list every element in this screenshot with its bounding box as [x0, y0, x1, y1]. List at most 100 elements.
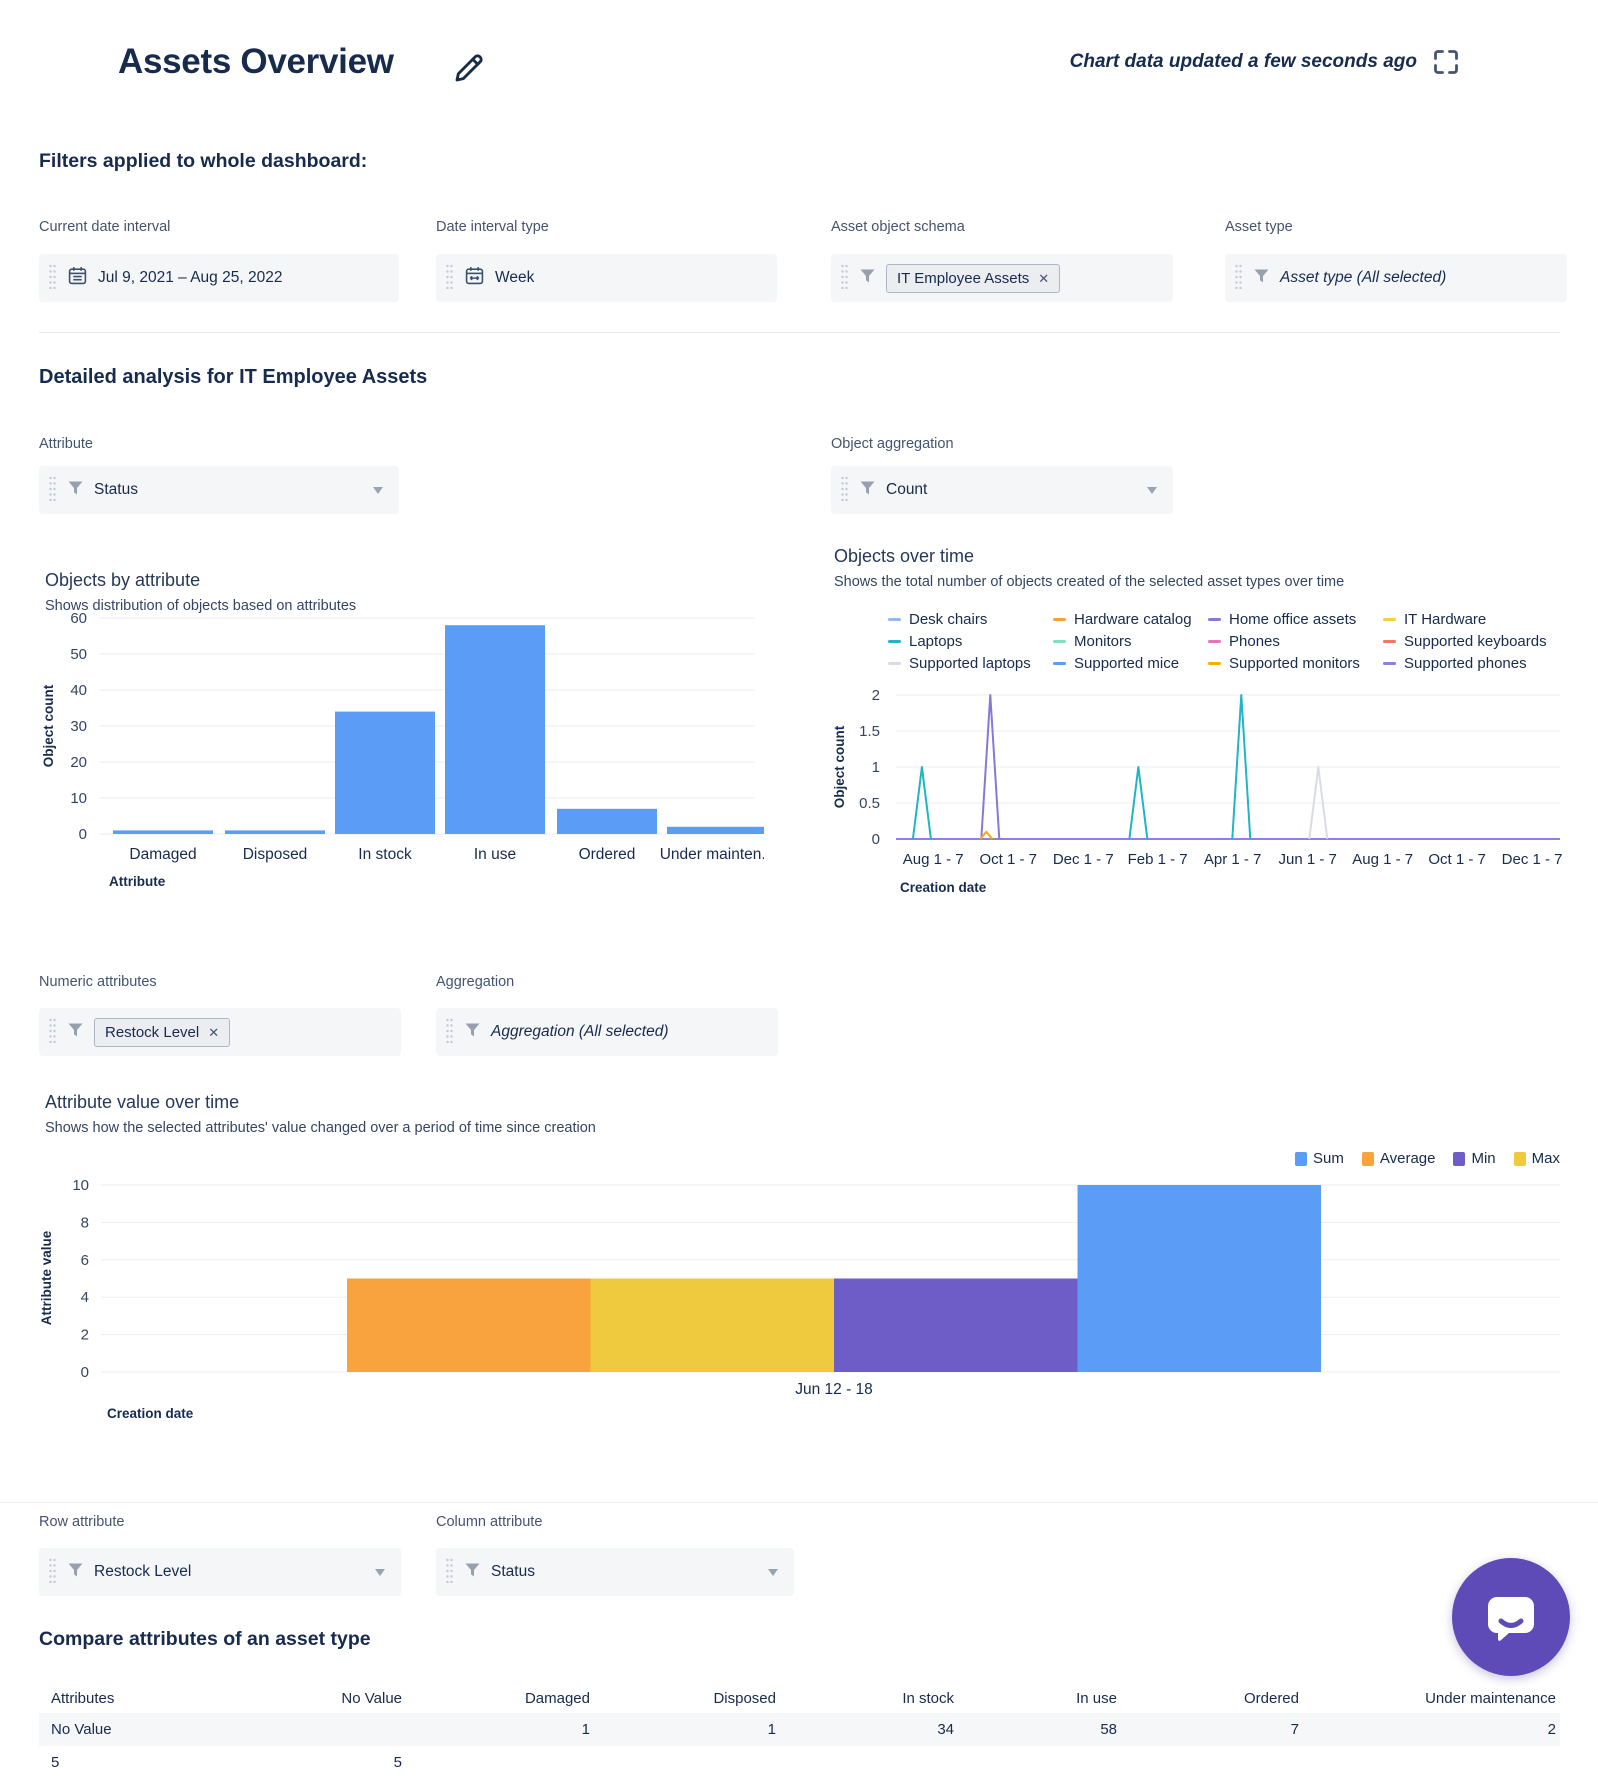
chart1-subtitle: Shows distribution of objects based on a…: [45, 598, 357, 614]
drag-handle-icon[interactable]: [48, 263, 57, 294]
drag-handle-icon[interactable]: [48, 475, 57, 506]
edit-pencil-icon[interactable]: [451, 50, 487, 86]
funnel-icon: [1254, 269, 1269, 288]
legend-item[interactable]: Monitors: [1053, 633, 1132, 650]
chevron-down-icon: [768, 1568, 778, 1576]
filter-date-interval[interactable]: Jul 9, 2021 – Aug 25, 2022: [39, 254, 399, 302]
filter-object-schema[interactable]: IT Employee Assets ✕: [831, 254, 1173, 302]
numeric-attributes-label: Numeric attributes: [39, 974, 157, 990]
drag-handle-icon[interactable]: [1234, 263, 1243, 294]
chat-widget-button[interactable]: [1452, 1558, 1570, 1676]
legend-item[interactable]: Desk chairs: [888, 611, 987, 628]
drag-handle-icon[interactable]: [445, 1017, 454, 1048]
numeric-attribute-chip[interactable]: Restock Level ✕: [94, 1017, 231, 1047]
svg-text:6: 6: [81, 1252, 89, 1269]
filter-interval-type[interactable]: Week: [436, 254, 777, 302]
svg-text:10: 10: [70, 790, 87, 807]
table-header-cell: No Value: [341, 1690, 402, 1707]
column-attribute-value: Status: [491, 1563, 535, 1580]
legend-swatch: [1453, 1151, 1466, 1166]
svg-text:In stock: In stock: [358, 846, 412, 863]
table-cell: [406, 1746, 594, 1776]
chart2-legend: Desk chairs Hardware catalog Home office a…: [830, 611, 1570, 677]
filter-label-date-interval: Current date interval: [39, 219, 171, 235]
svg-text:0: 0: [79, 826, 87, 843]
legend-item[interactable]: Supported phones: [1383, 655, 1527, 672]
remove-chip-icon[interactable]: ✕: [208, 1024, 220, 1040]
filter-label-interval-type: Date interval type: [436, 219, 549, 235]
calendar-icon: [68, 266, 87, 290]
chat-bubble-icon: [1488, 1597, 1534, 1641]
legend-item[interactable]: IT Hardware: [1383, 611, 1486, 628]
table-header-cell: Under maintenance: [1425, 1690, 1556, 1707]
legend-label: Min: [1471, 1150, 1496, 1167]
legend-item[interactable]: Supported monitors: [1208, 655, 1360, 672]
svg-text:30: 30: [70, 718, 87, 735]
svg-text:1.5: 1.5: [859, 723, 880, 740]
page-title: Assets Overview: [118, 42, 394, 81]
section-divider: [39, 332, 1560, 333]
svg-text:Disposed: Disposed: [243, 846, 308, 863]
legend-item[interactable]: Supported laptops: [888, 655, 1031, 672]
object-aggregation-value: Count: [886, 481, 928, 498]
legend-item[interactable]: Supported keyboards: [1383, 633, 1547, 650]
chart3-title: Attribute value over time: [45, 1092, 240, 1112]
svg-text:Dec 1 - 7: Dec 1 - 7: [1502, 851, 1563, 868]
legend-item[interactable]: Laptops: [888, 633, 962, 650]
svg-text:0: 0: [872, 831, 880, 848]
calendar-range-icon: [465, 266, 484, 290]
table-cell: 2: [1547, 1721, 1556, 1738]
svg-text:Attribute value: Attribute value: [39, 1230, 54, 1325]
aggregation-dropdown[interactable]: Aggregation (All selected): [436, 1008, 778, 1056]
legend-item[interactable]: Sum: [1295, 1150, 1344, 1167]
svg-text:1: 1: [872, 759, 880, 776]
row-attribute-label: Row attribute: [39, 1514, 125, 1530]
remove-chip-icon[interactable]: ✕: [1038, 270, 1050, 286]
svg-text:10: 10: [72, 1178, 89, 1194]
svg-text:Object count: Object count: [41, 684, 56, 767]
table-cell: [239, 1713, 406, 1746]
filter-asset-type[interactable]: Asset type (All selected): [1225, 254, 1567, 302]
svg-text:8: 8: [81, 1214, 89, 1231]
filter-label-object-schema: Asset object schema: [831, 219, 965, 235]
legend-item[interactable]: Min: [1453, 1150, 1496, 1167]
drag-handle-icon[interactable]: [840, 263, 849, 294]
svg-text:Aug 1 - 7: Aug 1 - 7: [903, 851, 964, 868]
legend-item[interactable]: Max: [1513, 1150, 1560, 1167]
table-cell: [1303, 1746, 1560, 1776]
numeric-attributes-dropdown[interactable]: Restock Level ✕: [39, 1008, 401, 1056]
legend-item[interactable]: Phones: [1208, 633, 1280, 650]
legend-swatch: [1383, 618, 1396, 621]
drag-handle-icon[interactable]: [445, 1557, 454, 1588]
column-attribute-dropdown[interactable]: Status: [436, 1548, 794, 1596]
svg-text:Damaged: Damaged: [129, 846, 196, 863]
chart2-title: Objects over time: [834, 546, 975, 566]
table-cell: 1: [581, 1721, 590, 1738]
legend-item[interactable]: Supported mice: [1053, 655, 1179, 672]
chart3-subtitle: Shows how the selected attributes' value…: [45, 1120, 596, 1136]
legend-item[interactable]: Average: [1361, 1150, 1435, 1167]
svg-text:0.5: 0.5: [859, 795, 880, 812]
svg-text:50: 50: [70, 646, 87, 663]
object-aggregation-dropdown[interactable]: Count: [831, 466, 1173, 514]
attribute-dropdown[interactable]: Status: [39, 466, 399, 514]
section-hairline: [0, 1502, 1598, 1503]
legend-swatch: [1513, 1151, 1526, 1166]
legend-item[interactable]: Hardware catalog: [1053, 611, 1192, 628]
filter-date-interval-value: Jul 9, 2021 – Aug 25, 2022: [98, 269, 283, 286]
drag-handle-icon[interactable]: [445, 263, 454, 294]
legend-label: Supported keyboards: [1404, 633, 1547, 650]
table-header-cell: In use: [1076, 1690, 1117, 1707]
drag-handle-icon[interactable]: [48, 1557, 57, 1588]
legend-item[interactable]: Home office assets: [1208, 611, 1356, 628]
schema-chip[interactable]: IT Employee Assets ✕: [886, 263, 1061, 293]
fullscreen-icon[interactable]: [1432, 48, 1460, 76]
drag-handle-icon[interactable]: [48, 1017, 57, 1048]
row-attribute-dropdown[interactable]: Restock Level: [39, 1548, 401, 1596]
svg-text:Creation date: Creation date: [900, 880, 987, 895]
svg-text:Feb 1 - 7: Feb 1 - 7: [1128, 851, 1188, 868]
table-header-cell: Attributes: [51, 1690, 115, 1707]
table-cell: 58: [1100, 1721, 1117, 1738]
drag-handle-icon[interactable]: [840, 475, 849, 506]
